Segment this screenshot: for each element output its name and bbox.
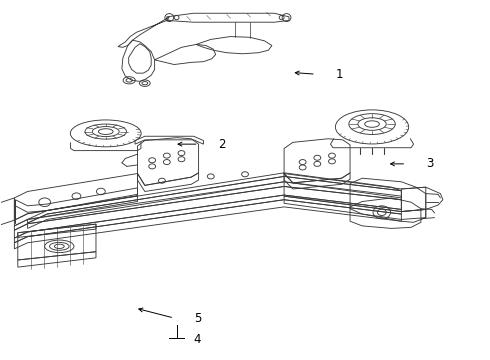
- Text: 5: 5: [194, 311, 201, 325]
- Text: 3: 3: [426, 157, 433, 170]
- Text: 1: 1: [335, 68, 343, 81]
- Text: 4: 4: [194, 333, 201, 346]
- Text: 2: 2: [218, 138, 225, 150]
